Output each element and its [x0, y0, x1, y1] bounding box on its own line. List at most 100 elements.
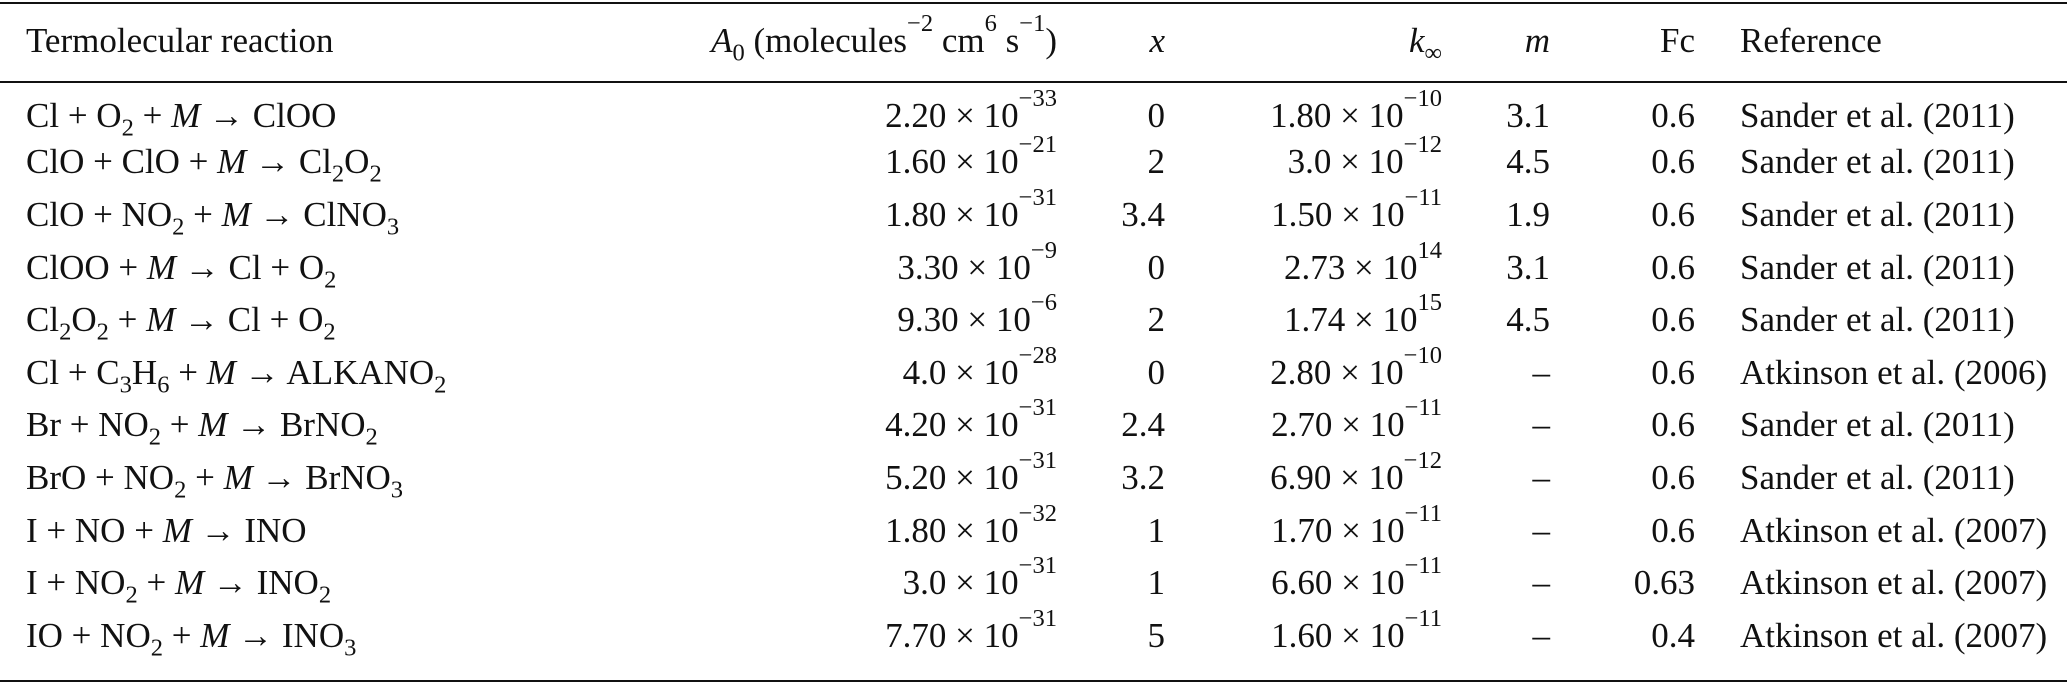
- kinf-cell: 1.70 × 10−11: [1166, 501, 1443, 557]
- table-header: Termolecular reaction A0 (molecules−2 cm…: [0, 0, 2067, 83]
- base-ten: 10: [983, 352, 1019, 392]
- kinf-cell-exponent: −11: [1404, 552, 1442, 580]
- table-row: I + NO + M → INO 1.80 × 10−32 1 1.70 × 10−1…: [0, 501, 2067, 557]
- a0-cell: 9.30 × 10−6: [587, 291, 1058, 346]
- table-top-rule: [0, 2, 2067, 4]
- a0-cell-exponent: −33: [1018, 85, 1057, 113]
- a0-exp-2: 6: [984, 10, 997, 38]
- reaction-text: +: [137, 563, 175, 603]
- reference-cell: Sander et al. (2011): [1740, 142, 2015, 182]
- kinf-cell-mantissa: 2.73: [1284, 247, 1346, 287]
- a0-cell: 2.20 × 10−33: [587, 83, 1058, 136]
- reference-cell: Atkinson et al. (2007): [1740, 563, 2048, 603]
- reaction-text: IO + NO: [26, 615, 151, 655]
- a0-cell: 7.70 × 10−31: [587, 606, 1058, 662]
- m-cell: 4.5: [1506, 142, 1550, 182]
- reaction-text: → ClOO: [200, 96, 337, 136]
- reaction-text: ClO + ClO +: [26, 142, 218, 182]
- x-cell: 3.4: [1121, 194, 1165, 234]
- kinf-cell: 1.50 × 10−11: [1166, 185, 1443, 241]
- header-kinf: k∞: [1166, 0, 1443, 83]
- m-cell: 1.9: [1506, 194, 1550, 234]
- m-cell: –: [1532, 510, 1551, 550]
- kinf-cell: 6.90 × 10−12: [1166, 448, 1443, 504]
- kinf-cell-mantissa: 6.60: [1271, 563, 1333, 603]
- kinf-cell-exponent: −11: [1404, 394, 1442, 422]
- reaction-third-body: M: [217, 142, 247, 182]
- base-ten: 10: [995, 247, 1031, 287]
- reaction-subscript: 2: [125, 581, 138, 609]
- reaction-text: +: [162, 615, 201, 655]
- reaction-text: O: [71, 300, 97, 340]
- reaction-cell: Br + NO2 + M → BrNO2: [0, 399, 587, 452]
- reaction-subscript: 2: [121, 114, 134, 142]
- base-ten: 10: [1369, 405, 1405, 445]
- base-ten: 10: [1368, 457, 1404, 497]
- x-cell: 0: [1147, 352, 1166, 392]
- a0-cell-mantissa: 1.80: [885, 194, 947, 234]
- base-ten: 10: [983, 510, 1019, 550]
- reference-cell: Atkinson et al. (2007): [1740, 510, 2048, 550]
- reaction-subscript: 3: [344, 634, 357, 662]
- table-row: IO + NO2 + M → INO3 7.70 × 10−31 5 1.60 × 1…: [0, 606, 2067, 662]
- times-sign: ×: [1340, 142, 1360, 182]
- reaction-subscript: 6: [157, 371, 170, 399]
- reaction-cell: ClO + ClO + M → Cl2O2: [0, 136, 587, 189]
- m-cell: 3.1: [1506, 247, 1550, 287]
- kinf-cell-exponent: −12: [1403, 131, 1442, 159]
- reaction-text: ClO + NO: [26, 194, 173, 234]
- m-cell: –: [1532, 563, 1551, 603]
- reaction-subscript: 2: [323, 318, 336, 346]
- header-x: x: [1149, 21, 1165, 60]
- base-ten: 10: [1382, 300, 1418, 340]
- times-sign: ×: [955, 405, 975, 445]
- kinf-cell: 1.74 × 1015: [1166, 291, 1443, 346]
- reaction-subscript: 2: [331, 160, 345, 188]
- a0-cell-exponent: −32: [1018, 499, 1057, 527]
- a0-cell-mantissa: 4.0: [902, 352, 947, 392]
- reaction-text: → ClNO: [250, 194, 387, 234]
- a0-cell-exponent: −6: [1030, 289, 1057, 317]
- table-row: I + NO2 + M → INO2 3.0 × 10−31 1 6.60 × 10−…: [0, 554, 2067, 609]
- reaction-subscript: 2: [148, 423, 162, 451]
- a0-cell-mantissa: 3.30: [897, 247, 959, 287]
- reaction-subscript: 2: [150, 634, 163, 662]
- reaction-text: → BrNO: [252, 457, 391, 497]
- kinf-cell-exponent: −11: [1404, 604, 1442, 632]
- times-sign: ×: [955, 457, 975, 497]
- header-a0: A0 (molecules−2 cm6 s−1): [587, 0, 1058, 83]
- times-sign: ×: [955, 615, 975, 655]
- fc-cell: 0.6: [1651, 352, 1695, 392]
- times-sign: ×: [1340, 457, 1360, 497]
- times-sign: ×: [1341, 194, 1361, 234]
- reaction-subscript: 2: [96, 318, 109, 346]
- a0-exp-3: −1: [1019, 10, 1046, 38]
- kinf-cell-mantissa: 1.60: [1271, 615, 1333, 655]
- kinf-cell-exponent: 15: [1417, 289, 1443, 317]
- fc-cell: 0.6: [1651, 510, 1695, 550]
- fc-cell: 0.6: [1651, 300, 1695, 340]
- kinf-symbol: k: [1408, 21, 1425, 60]
- reaction-text: O: [344, 142, 370, 182]
- fc-cell: 0.6: [1651, 194, 1695, 234]
- reaction-text: H: [131, 352, 158, 392]
- base-ten: 10: [1369, 194, 1405, 234]
- x-cell: 0: [1147, 247, 1166, 287]
- a0-unit-s: s: [1005, 21, 1020, 60]
- header-reference: Reference: [1740, 21, 1882, 60]
- reaction-text: Br + NO: [26, 405, 149, 445]
- reaction-text: → Cl + O: [176, 247, 325, 287]
- fc-cell: 0.63: [1633, 563, 1695, 603]
- x-cell: 2: [1147, 142, 1166, 182]
- reaction-third-body: M: [146, 247, 177, 287]
- reaction-cell: ClO + NO2 + M → ClNO3: [0, 188, 587, 241]
- header-fc: Fc: [1660, 21, 1695, 60]
- a0-symbol: A: [711, 21, 733, 60]
- reaction-text: Cl: [26, 300, 60, 340]
- a0-cell-mantissa: 2.20: [885, 96, 947, 136]
- kinf-cell-mantissa: 1.74: [1284, 300, 1346, 340]
- times-sign: ×: [955, 510, 975, 550]
- base-ten: 10: [1368, 352, 1404, 392]
- kinf-cell-exponent: −10: [1403, 85, 1442, 113]
- reaction-text: BrO + NO: [26, 457, 175, 497]
